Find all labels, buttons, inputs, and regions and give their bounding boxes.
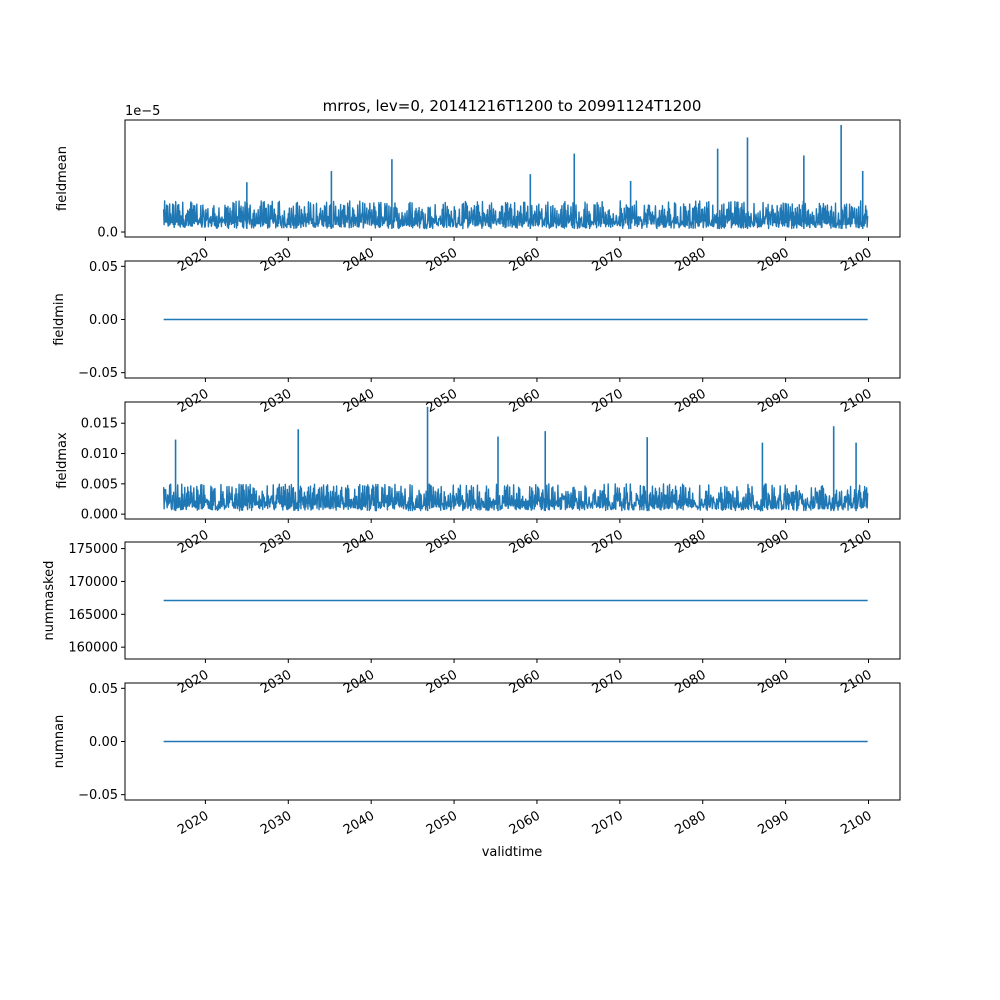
y-tick-label: −0.05 — [78, 366, 118, 381]
y-tick-label: 175000 — [68, 542, 118, 557]
y-offset-text: 1e−5 — [125, 104, 160, 119]
y-axis-label: fieldmax — [55, 432, 70, 489]
series-line — [162, 483, 869, 512]
axes-frame — [124, 119, 901, 238]
axes-frame — [124, 401, 901, 520]
y-tick-label: 165000 — [68, 608, 118, 623]
y-tick-label: 0.00 — [89, 735, 118, 750]
y-tick-label: 0.0 — [97, 226, 118, 241]
y-tick-label: 0.015 — [81, 417, 118, 432]
x-axis-label: validtime — [482, 845, 543, 860]
series-fieldmax — [162, 406, 869, 512]
y-axis-label: fieldmean — [55, 146, 70, 211]
y-tick-label: 0.010 — [81, 447, 118, 462]
y-tick-label: 0.05 — [89, 260, 118, 275]
y-tick-label: 160000 — [68, 641, 118, 656]
chart-title: mrros, lev=0, 20141216T1200 to 20991124T… — [323, 97, 702, 115]
y-tick-label: 0.00 — [89, 313, 118, 328]
series-fieldmean — [162, 124, 869, 230]
y-tick-label: 0.005 — [81, 477, 118, 492]
y-axis-label: nummasked — [42, 561, 57, 641]
series-line — [162, 200, 869, 230]
y-axis-label: fieldmin — [52, 293, 67, 346]
y-tick-label: 0.05 — [89, 682, 118, 697]
y-tick-label: 170000 — [68, 575, 118, 590]
y-axis-label: numnan — [52, 715, 67, 769]
y-tick-label: −0.05 — [78, 788, 118, 803]
axes-frame — [124, 541, 901, 660]
y-tick-label: 0.000 — [81, 508, 118, 523]
